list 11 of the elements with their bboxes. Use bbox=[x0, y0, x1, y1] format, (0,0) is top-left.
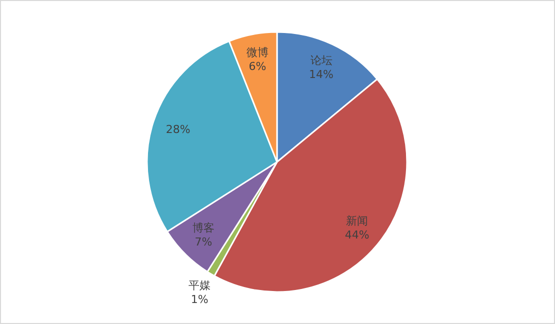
data-label: 7% bbox=[194, 236, 212, 249]
data-label: 1% bbox=[190, 292, 208, 306]
data-label: 14% bbox=[309, 68, 334, 81]
slice-label: 论坛 bbox=[310, 54, 332, 67]
slice-label: 微博 bbox=[246, 46, 269, 59]
slice-label: 博客 bbox=[192, 222, 214, 235]
slice-label: 平媒 bbox=[188, 278, 211, 292]
data-label: 44% bbox=[344, 228, 370, 242]
data-label: 28% bbox=[166, 122, 190, 136]
data-label: 6% bbox=[248, 60, 266, 73]
slice-label: 新闻 bbox=[346, 214, 368, 228]
